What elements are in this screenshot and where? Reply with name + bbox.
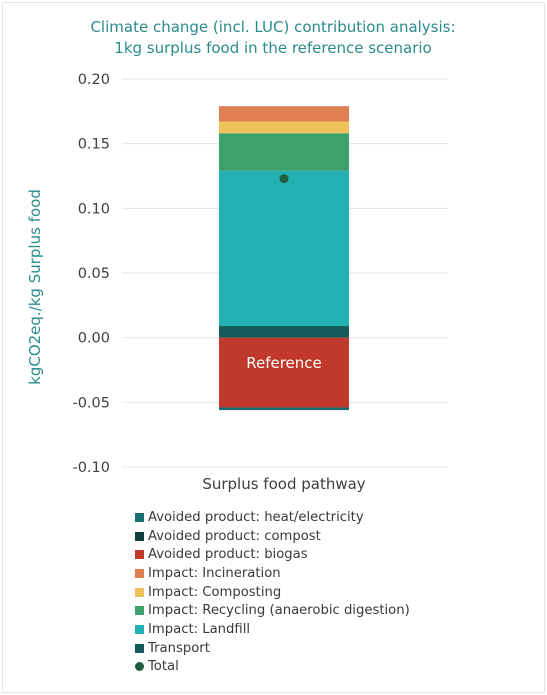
legend-label: Transport — [148, 640, 210, 656]
legend-item: Avoided product: compost — [135, 527, 410, 546]
legend-item: Impact: Landfill — [135, 620, 410, 639]
legend-swatch — [135, 624, 144, 634]
y-tick-label: -0.05 — [72, 395, 110, 411]
y-tick-label: -0.10 — [72, 460, 110, 476]
legend-item: Avoided product: heat/electricity — [135, 508, 410, 527]
legend-label: Avoided product: compost — [148, 528, 321, 544]
bar-segment-avoided-product-biogas — [219, 337, 349, 408]
legend-swatch — [135, 568, 144, 578]
legend-swatch — [135, 643, 144, 653]
y-tick-label: 0.00 — [78, 331, 110, 347]
y-tick-labels: 0.20 0.15 0.10 0.05 0.00 -0.05 -0.10 — [72, 72, 110, 476]
legend-item: Impact: Composting — [135, 583, 410, 602]
legend-label: Impact: Recycling (anaerobic digestion) — [148, 603, 410, 619]
legend-item: Avoided product: biogas — [135, 545, 410, 564]
legend-item: Total — [135, 658, 410, 677]
y-tick-label: 0.15 — [78, 137, 110, 153]
legend-swatch — [135, 550, 144, 560]
legend-swatch — [135, 606, 144, 616]
legend-item: Impact: Recycling (anaerobic digestion) — [135, 601, 410, 620]
legend-item: Impact: Incineration — [135, 564, 410, 583]
bar-segment-impact-landfill — [219, 170, 349, 327]
y-tick-label: 0.05 — [78, 266, 110, 282]
legend-label: Impact: Composting — [148, 584, 282, 600]
legend-label: Avoided product: biogas — [148, 547, 308, 563]
bar-category-label: Reference — [246, 354, 322, 372]
bar-segment-impact-incineration — [219, 106, 349, 122]
legend-item: Transport — [135, 639, 410, 658]
legend: Avoided product: heat/electricity Avoided… — [135, 508, 410, 676]
legend-label: Impact: Incineration — [148, 565, 281, 581]
chart-title-line-1: Climate change (incl. LUC) contribution … — [90, 18, 455, 36]
legend-swatch — [135, 512, 144, 522]
legend-label: Total — [148, 659, 179, 675]
legend-swatch — [135, 587, 144, 597]
y-tick-label: 0.20 — [78, 72, 110, 88]
legend-swatch — [135, 531, 144, 541]
bar-segment-impact-composting — [219, 121, 349, 134]
chart-title-line-2: 1kg surplus food in the reference scenar… — [114, 39, 431, 57]
stacked-bar — [219, 106, 349, 411]
bar-segment-avoided-product-heat-electricity — [219, 407, 349, 411]
bar-segment-transport — [219, 326, 349, 338]
bar-segment-impact-recycling-anaerobic-digestion — [219, 133, 349, 171]
legend-label: Impact: Landfill — [148, 621, 251, 637]
y-tick-label: 0.10 — [78, 201, 110, 217]
legend-dot-marker — [135, 662, 144, 672]
y-axis-title: kgCO2eq./kg Surplus food — [26, 189, 44, 385]
legend-label: Avoided product: heat/electricity — [148, 509, 364, 525]
x-axis-title: Surplus food pathway — [202, 475, 365, 493]
total-marker — [279, 174, 289, 184]
